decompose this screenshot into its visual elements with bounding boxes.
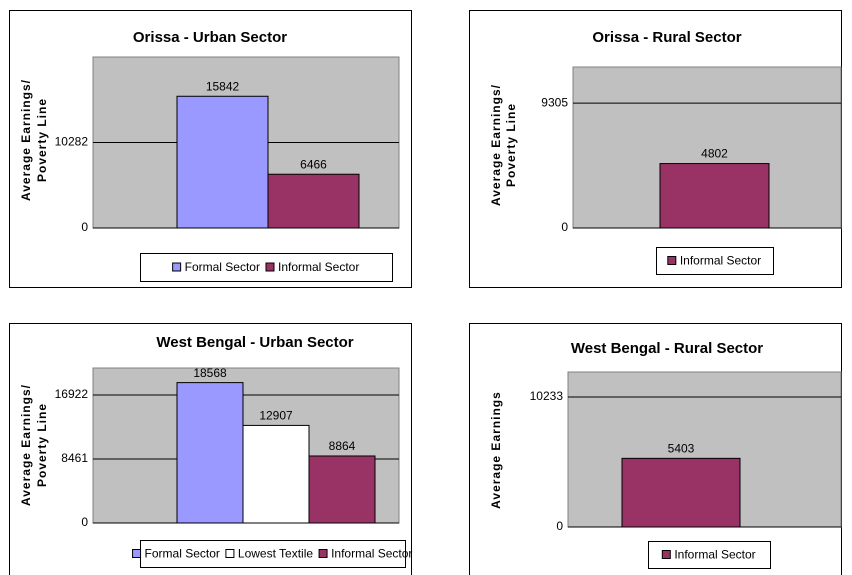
y-tick-label: 16922 [55, 387, 89, 401]
bar [176, 382, 244, 524]
value-label: 15842 [206, 79, 240, 93]
legend-swatch [667, 256, 677, 265]
y-tick-label: 9305 [541, 95, 568, 109]
value-label: 4802 [701, 147, 728, 161]
legend-swatch [265, 262, 275, 272]
legend-label: Informal Sector [278, 260, 359, 274]
y-axis-label: Average Earnings/ [19, 79, 33, 201]
legend-label: Informal Sector [331, 547, 412, 561]
value-label: 5403 [668, 442, 695, 456]
bar [176, 95, 269, 229]
y-tick-label: 0 [556, 519, 563, 533]
legend-swatch [225, 549, 235, 558]
legend-swatch [132, 549, 142, 558]
bar [242, 424, 310, 524]
bar [659, 163, 770, 229]
bar [621, 457, 741, 528]
y-axis-label: Average Earnings [489, 391, 503, 509]
value-label: 18568 [193, 366, 227, 380]
value-label: 12907 [259, 409, 293, 423]
legend-box [140, 540, 406, 568]
value-label: 8864 [329, 439, 356, 453]
y-axis-label: Poverty Line [35, 98, 49, 182]
y-tick-label: 0 [81, 220, 88, 234]
legend-label: Formal Sector [145, 547, 220, 561]
y-tick-label: 10233 [530, 389, 564, 403]
legend-label: Informal Sector [680, 254, 761, 268]
y-axis-label: Poverty Line [504, 103, 518, 187]
legend-label: Lowest Textile [238, 547, 313, 561]
chart-title: Orissa - Rural Sector [592, 29, 741, 46]
legend-swatch [318, 549, 328, 558]
legend-swatch [661, 550, 671, 559]
chart-title: West Bengal - Rural Sector [571, 340, 763, 357]
bar [308, 455, 376, 524]
y-tick-label: 10282 [55, 135, 89, 149]
y-tick-label: 0 [81, 515, 88, 529]
legend-swatch [172, 262, 182, 272]
y-axis-label: Poverty Line [35, 403, 49, 487]
chart-title: Orissa - Urban Sector [133, 29, 287, 46]
legend-label: Informal Sector [674, 548, 755, 562]
chart-title: West Bengal - Urban Sector [156, 334, 353, 351]
value-label: 6466 [300, 157, 327, 171]
y-axis-label: Average Earnings/ [489, 84, 503, 206]
bar [267, 173, 360, 229]
y-axis-label: Average Earnings/ [19, 384, 33, 506]
y-tick-label: 8461 [61, 451, 88, 465]
y-tick-label: 0 [561, 220, 568, 234]
legend-label: Formal Sector [185, 260, 260, 274]
